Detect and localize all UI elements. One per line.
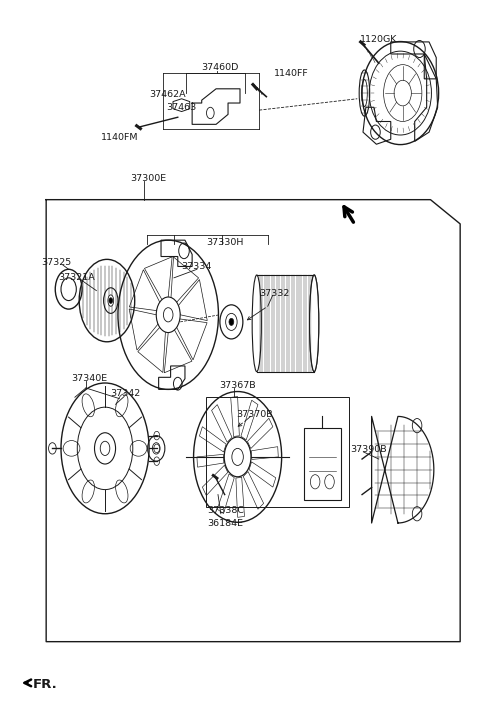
- Text: 37340E: 37340E: [72, 375, 108, 383]
- Text: 37463: 37463: [166, 103, 196, 112]
- Text: 37330H: 37330H: [206, 238, 244, 247]
- Text: 37325: 37325: [41, 258, 72, 267]
- Bar: [206, 397, 349, 507]
- Text: 37462A: 37462A: [149, 90, 186, 99]
- Ellipse shape: [108, 295, 114, 306]
- Text: 37370B: 37370B: [236, 410, 273, 419]
- Text: 37321A: 37321A: [58, 273, 95, 282]
- Ellipse shape: [310, 275, 319, 372]
- Text: FR.: FR.: [33, 678, 58, 691]
- Text: 37342: 37342: [110, 389, 140, 398]
- Text: 37300E: 37300E: [130, 174, 166, 183]
- Text: 37390B: 37390B: [350, 445, 387, 454]
- Text: 37460D: 37460D: [202, 63, 239, 72]
- Text: 1140FF: 1140FF: [274, 69, 308, 78]
- Text: 37334: 37334: [181, 262, 212, 271]
- Text: 36184E: 36184E: [207, 519, 243, 528]
- Text: 37367B: 37367B: [219, 382, 255, 390]
- Text: 1120GK: 1120GK: [360, 35, 397, 43]
- Circle shape: [156, 297, 180, 333]
- Circle shape: [109, 298, 113, 303]
- Bar: [304, 429, 340, 500]
- Circle shape: [95, 433, 116, 464]
- Text: 37332: 37332: [259, 289, 289, 298]
- Text: 37338C: 37338C: [207, 506, 244, 515]
- Circle shape: [224, 437, 251, 477]
- Circle shape: [229, 318, 234, 325]
- Text: 1140FM: 1140FM: [101, 132, 139, 142]
